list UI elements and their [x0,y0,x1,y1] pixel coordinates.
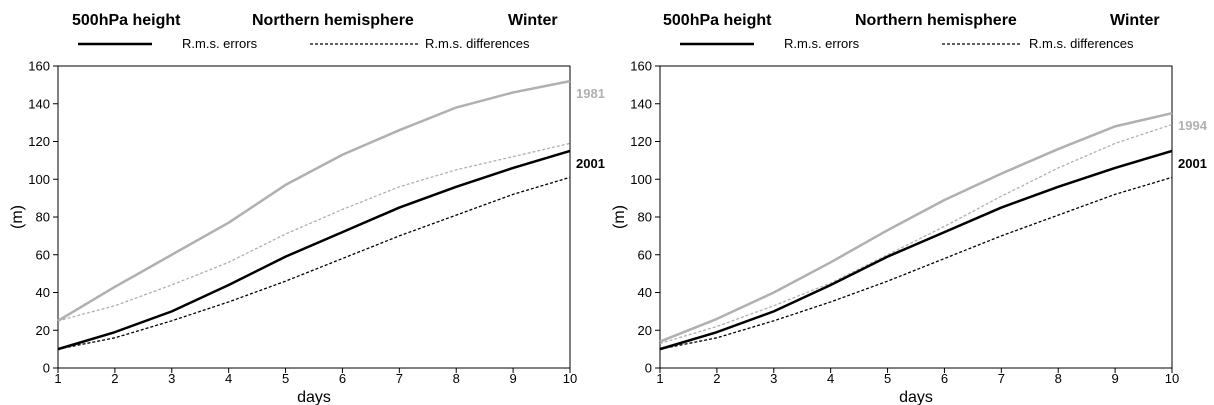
chart-panel-1: 500hPa height Northern hemisphere Winter R.… [9,12,605,405]
x-tick-label: 2 [713,371,720,386]
x-tick-label: 10 [1165,371,1179,386]
series-line-1994-errors [659,111,1173,343]
y-tick-label: 120 [630,134,652,149]
chart-header-1: 500hPa height [72,12,181,29]
y-tick-label: 0 [645,361,652,376]
chart-header-1: 500hPa height [663,12,772,29]
chart-panel-2: 500hPa height Northern hemisphere Winter R.… [611,12,1208,405]
x-axis-label: days [297,389,331,405]
legend-label-differences: R.m.s. differences [425,36,530,51]
x-tick-label: 6 [941,371,948,386]
y-tick-label: 100 [28,172,50,187]
y-tick-label: 80 [36,210,50,225]
series-end-label-2001: 2001 [576,156,605,171]
y-tick-label: 100 [630,172,652,187]
chart-header-2: Northern hemisphere [855,12,1017,29]
series-end-label-1981: 1981 [576,86,605,101]
series-line-2001-differences [57,176,571,350]
y-tick-label: 20 [36,323,50,338]
y-tick-label: 60 [36,247,50,262]
x-tick-label: 4 [827,371,834,386]
series-line-2001-errors [57,149,571,351]
series-end-label-2001: 2001 [1178,156,1207,171]
x-tick-label: 1 [656,371,663,386]
chart-header-3: Winter [508,12,558,29]
x-tick-label: 3 [770,371,777,386]
x-tick-label: 5 [884,371,891,386]
plot-frame [659,65,1173,369]
y-tick-label: 140 [28,96,50,111]
x-tick-label: 7 [396,371,403,386]
y-tick-label: 120 [28,134,50,149]
series-line-2001-errors [659,149,1173,351]
x-tick-label: 1 [54,371,61,386]
y-tick-label: 40 [638,285,652,300]
plot-frame [57,65,571,369]
x-tick-label: 9 [1111,371,1118,386]
y-tick-label: 160 [28,59,50,74]
x-tick-label: 5 [282,371,289,386]
x-tick-label: 6 [339,371,346,386]
y-tick-label: 60 [638,247,652,262]
x-tick-label: 8 [1055,371,1062,386]
x-axis-label: days [899,389,933,405]
y-tick-label: 140 [630,96,652,111]
chart-header-2: Northern hemisphere [252,12,414,29]
x-tick-label: 8 [453,371,460,386]
x-tick-label: 9 [509,371,516,386]
y-tick-label: 160 [630,59,652,74]
x-tick-label: 2 [111,371,118,386]
y-tick-label: 40 [36,285,50,300]
legend-label-differences: R.m.s. differences [1029,36,1134,51]
x-tick-label: 10 [563,371,577,386]
chart-header-3: Winter [1110,12,1160,29]
x-tick-label: 3 [168,371,175,386]
series-line-2001-differences [659,176,1173,350]
y-tick-label: 20 [638,323,652,338]
legend-label-errors: R.m.s. errors [182,36,258,51]
y-axis-label: (m) [9,205,26,229]
y-tick-label: 80 [638,210,652,225]
series-line-1994-differences [659,123,1173,345]
series-line-1981-differences [57,142,571,322]
x-tick-label: 7 [998,371,1005,386]
legend-label-errors: R.m.s. errors [784,36,860,51]
y-axis-label: (m) [611,205,628,229]
series-line-1981-errors [57,79,571,322]
y-tick-label: 0 [43,361,50,376]
x-tick-label: 4 [225,371,232,386]
series-end-label-1994: 1994 [1178,118,1208,133]
